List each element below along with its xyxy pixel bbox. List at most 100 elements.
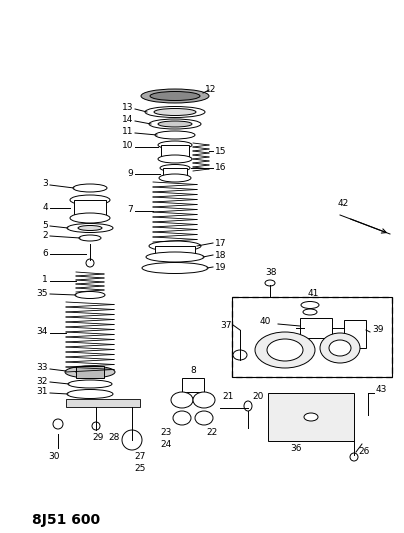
Ellipse shape bbox=[53, 419, 63, 429]
Text: 35: 35 bbox=[36, 288, 48, 297]
Text: 34: 34 bbox=[37, 327, 48, 336]
Ellipse shape bbox=[142, 262, 208, 273]
Text: 31: 31 bbox=[36, 387, 48, 397]
Text: 32: 32 bbox=[37, 376, 48, 385]
Text: 4: 4 bbox=[42, 203, 48, 212]
Text: 39: 39 bbox=[372, 326, 383, 335]
Ellipse shape bbox=[70, 213, 110, 223]
Ellipse shape bbox=[171, 392, 193, 408]
Text: 19: 19 bbox=[215, 262, 227, 271]
Ellipse shape bbox=[73, 184, 107, 192]
Text: 10: 10 bbox=[122, 141, 133, 149]
Ellipse shape bbox=[75, 292, 105, 298]
Ellipse shape bbox=[158, 121, 192, 127]
Text: 11: 11 bbox=[122, 126, 133, 135]
Text: 22: 22 bbox=[206, 428, 217, 437]
Text: 13: 13 bbox=[122, 102, 133, 111]
Text: 8J51 600: 8J51 600 bbox=[32, 513, 101, 527]
Text: 37: 37 bbox=[221, 320, 232, 329]
Ellipse shape bbox=[244, 401, 252, 411]
Text: 29: 29 bbox=[92, 433, 103, 442]
Text: 5: 5 bbox=[42, 221, 48, 230]
Ellipse shape bbox=[173, 411, 191, 425]
Text: 28: 28 bbox=[108, 433, 119, 442]
Text: 25: 25 bbox=[134, 464, 145, 473]
Ellipse shape bbox=[329, 340, 351, 356]
Bar bbox=[163, 168, 187, 178]
Bar bbox=[232, 297, 392, 377]
Ellipse shape bbox=[154, 109, 196, 116]
Ellipse shape bbox=[65, 366, 115, 378]
Ellipse shape bbox=[149, 119, 201, 129]
Ellipse shape bbox=[145, 107, 205, 117]
Text: 12: 12 bbox=[205, 85, 217, 94]
Text: 20: 20 bbox=[252, 392, 263, 401]
Text: 6: 6 bbox=[42, 248, 48, 257]
Bar bbox=[66, 399, 140, 407]
Bar bbox=[232, 297, 392, 377]
Ellipse shape bbox=[78, 225, 102, 230]
Text: 18: 18 bbox=[215, 251, 227, 260]
Ellipse shape bbox=[146, 252, 204, 262]
Text: 15: 15 bbox=[215, 147, 227, 156]
Ellipse shape bbox=[67, 390, 113, 399]
Text: 21: 21 bbox=[222, 392, 234, 401]
Bar bbox=[268, 393, 354, 441]
Text: 26: 26 bbox=[358, 448, 369, 456]
Bar bbox=[74, 200, 106, 218]
Text: 42: 42 bbox=[338, 199, 349, 208]
Text: 41: 41 bbox=[308, 289, 320, 298]
Text: 38: 38 bbox=[265, 268, 276, 277]
Ellipse shape bbox=[303, 309, 317, 315]
Text: 14: 14 bbox=[122, 116, 133, 125]
Text: 9: 9 bbox=[127, 168, 133, 177]
Ellipse shape bbox=[159, 174, 191, 182]
Text: 8: 8 bbox=[190, 366, 196, 375]
Ellipse shape bbox=[320, 333, 360, 363]
Text: 7: 7 bbox=[127, 206, 133, 214]
Bar bbox=[76, 366, 104, 378]
Ellipse shape bbox=[149, 241, 201, 251]
Ellipse shape bbox=[255, 332, 315, 368]
Ellipse shape bbox=[304, 413, 318, 421]
Text: 27: 27 bbox=[134, 452, 145, 461]
Bar bbox=[300, 318, 332, 338]
Text: 33: 33 bbox=[36, 362, 48, 372]
Ellipse shape bbox=[158, 141, 192, 149]
Text: 1: 1 bbox=[42, 276, 48, 285]
Ellipse shape bbox=[76, 368, 104, 376]
Text: 17: 17 bbox=[215, 238, 227, 247]
Bar bbox=[344, 320, 366, 348]
Ellipse shape bbox=[141, 89, 209, 103]
Text: 3: 3 bbox=[42, 179, 48, 188]
Ellipse shape bbox=[350, 453, 358, 461]
Ellipse shape bbox=[155, 131, 195, 139]
Text: 16: 16 bbox=[215, 164, 227, 173]
Text: 43: 43 bbox=[376, 384, 387, 393]
Bar bbox=[161, 145, 189, 159]
Ellipse shape bbox=[267, 339, 303, 361]
Ellipse shape bbox=[195, 411, 213, 425]
Ellipse shape bbox=[233, 350, 247, 360]
Ellipse shape bbox=[265, 280, 275, 286]
Bar bbox=[155, 246, 195, 254]
Ellipse shape bbox=[301, 302, 319, 309]
Ellipse shape bbox=[92, 422, 100, 430]
Text: 24: 24 bbox=[161, 440, 172, 449]
Ellipse shape bbox=[150, 92, 200, 101]
Bar bbox=[182, 378, 204, 392]
Ellipse shape bbox=[193, 392, 215, 408]
Ellipse shape bbox=[86, 259, 94, 267]
Text: 40: 40 bbox=[260, 318, 271, 327]
Text: 23: 23 bbox=[161, 428, 172, 437]
Text: 2: 2 bbox=[42, 230, 48, 239]
Ellipse shape bbox=[67, 223, 113, 232]
Ellipse shape bbox=[79, 235, 101, 241]
Ellipse shape bbox=[158, 155, 192, 163]
Text: 30: 30 bbox=[48, 452, 60, 461]
Ellipse shape bbox=[122, 430, 142, 450]
Ellipse shape bbox=[70, 195, 110, 205]
Text: 36: 36 bbox=[290, 444, 301, 453]
Ellipse shape bbox=[68, 380, 112, 388]
Ellipse shape bbox=[160, 165, 190, 172]
